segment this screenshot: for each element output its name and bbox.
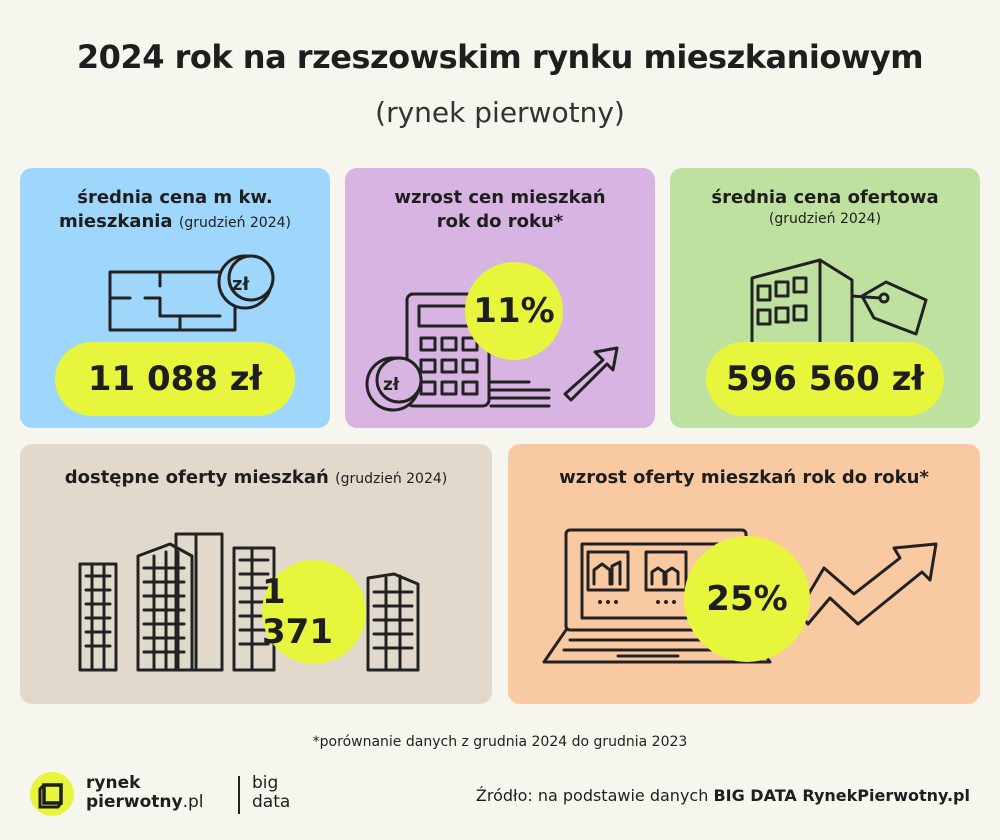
partner-line2: data [252, 792, 291, 812]
logo-text: rynek pierwotny.pl [86, 774, 204, 812]
partner-logo: big data [252, 774, 290, 812]
card-note: (grudzień 2024) [178, 215, 291, 231]
card-title-line1: średnia cena m kw. [77, 187, 273, 208]
card-title-line2: rok do roku* [436, 211, 564, 232]
coin-label: zł [383, 375, 400, 395]
card-title-line2: mieszkania [59, 211, 173, 232]
footnote: *porównanie danych z grudnia 2024 do gru… [312, 734, 688, 750]
card-title-line1: wzrost cen mieszkań [394, 187, 606, 208]
value-circle: 11% [465, 262, 563, 360]
logo-line1: rynek [86, 773, 141, 793]
card-offer-growth: wzrost oferty mieszkań rok do roku* 25% [508, 444, 980, 704]
calculator-coins-arrow-icon: zł [365, 292, 619, 412]
card-price-growth: wzrost cen mieszkań rok do roku* zł 11% [345, 168, 655, 428]
value-pill: 596 560 zł [706, 342, 944, 416]
value-circle: 25% [684, 536, 810, 662]
value-pill: 11 088 zł [55, 342, 295, 416]
laptop-growth-arrow-icon [542, 528, 938, 664]
value-circle: 1 371 [262, 560, 366, 664]
card-title-line1: średnia cena ofertowa [711, 187, 939, 208]
card-title-text: wzrost oferty mieszkań rok do roku* [559, 467, 929, 488]
city-buildings-icon [78, 532, 420, 672]
card-title-text: dostępne oferty mieszkań [64, 467, 329, 488]
card-title: średnia cena ofertowa (grudzień 2024) [670, 186, 980, 228]
logo-badge [30, 772, 74, 816]
card-title: wzrost oferty mieszkań rok do roku* [508, 466, 980, 490]
card-title: wzrost cen mieszkań rok do roku* [345, 186, 655, 234]
page-subtitle: (rynek pierwotny) [375, 96, 625, 129]
coin-label: zł [232, 274, 250, 295]
card-offer-price: średnia cena ofertowa (grudzień 2024) 59… [670, 168, 980, 428]
floor-plan-coin-icon: zł [108, 254, 275, 332]
logo-line2-suffix: .pl [182, 792, 204, 812]
card-note: (grudzień 2024) [768, 211, 882, 227]
source-name: BIG DATA RynekPierwotny.pl [713, 786, 970, 805]
source-prefix: Źródło: na podstawie danych [475, 786, 714, 805]
logo-square-icon [38, 783, 63, 809]
logo-line2: pierwotny [86, 792, 183, 812]
card-available-offers: dostępne oferty mieszkań (grudzień 2024)… [20, 444, 492, 704]
source-note: Źródło: na podstawie danych BIG DATA Ryn… [476, 786, 970, 805]
partner-line1: big [252, 773, 279, 793]
page-title: 2024 rok na rzeszowskim rynku mieszkanio… [76, 38, 924, 76]
building-price-tag-icon [750, 258, 928, 348]
card-title: średnia cena m kw. mieszkania (grudzień … [20, 186, 330, 235]
card-note: (grudzień 2024) [335, 471, 448, 487]
card-price-per-sqm: średnia cena m kw. mieszkania (grudzień … [20, 168, 330, 428]
logo-divider [238, 776, 240, 814]
card-title: dostępne oferty mieszkań (grudzień 2024) [20, 466, 492, 491]
